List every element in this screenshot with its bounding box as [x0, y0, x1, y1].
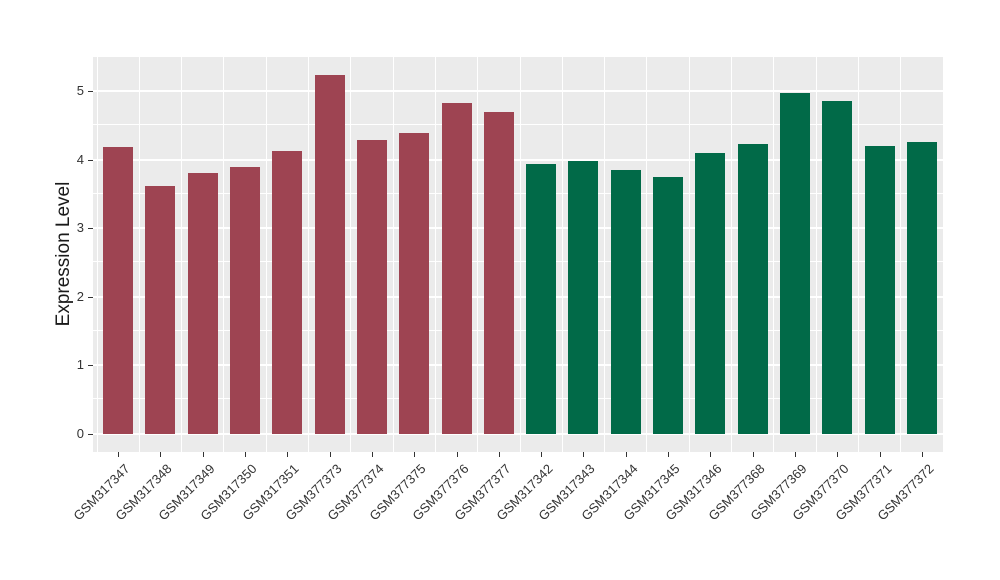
bar — [187, 173, 218, 434]
bar — [441, 103, 472, 434]
vertical-gridline — [604, 57, 606, 452]
bar — [779, 93, 810, 434]
y-tick-mark — [88, 365, 93, 366]
x-tick-mark — [752, 452, 754, 457]
x-tick-mark — [668, 452, 670, 457]
x-tick-mark — [879, 452, 881, 457]
vertical-gridline — [392, 57, 394, 452]
bar — [864, 145, 895, 434]
x-tick-mark — [160, 452, 162, 457]
x-tick-mark — [456, 452, 458, 457]
x-tick-mark — [541, 452, 543, 457]
vertical-gridline — [519, 57, 521, 452]
bar — [483, 111, 514, 434]
x-tick-mark — [498, 452, 500, 457]
bar — [399, 133, 430, 434]
plot-panel — [93, 57, 943, 452]
y-tick-label: 3 — [76, 220, 84, 235]
vertical-gridline — [308, 57, 309, 452]
vertical-gridline — [138, 57, 140, 452]
x-tick-mark — [371, 452, 373, 457]
minor-gridline — [93, 261, 943, 263]
x-tick-mark — [583, 452, 585, 457]
bar — [272, 150, 303, 434]
vertical-gridline — [561, 57, 563, 452]
major-gridline — [93, 227, 943, 229]
x-tick-mark — [794, 452, 796, 457]
x-tick-mark — [837, 452, 839, 457]
bar — [526, 164, 557, 434]
vertical-gridline — [688, 57, 690, 452]
vertical-gridline — [857, 57, 859, 452]
y-tick-mark — [88, 296, 93, 298]
bar — [695, 152, 726, 434]
vertical-gridline — [646, 57, 648, 452]
bar — [906, 142, 937, 434]
bar — [568, 160, 599, 434]
bar — [356, 139, 387, 434]
vertical-gridline — [350, 57, 352, 452]
vertical-gridline — [265, 57, 267, 452]
y-tick-label: 5 — [76, 83, 84, 98]
major-gridline — [93, 432, 943, 435]
x-tick-mark — [921, 452, 923, 457]
y-tick-label: 4 — [76, 151, 84, 167]
x-tick-mark — [414, 452, 416, 457]
minor-gridline — [93, 329, 943, 331]
x-tick-mark — [202, 452, 204, 457]
vertical-gridline — [942, 57, 943, 452]
minor-gridline — [93, 124, 943, 126]
vertical-gridline — [96, 57, 98, 452]
bar — [103, 146, 134, 434]
vertical-gridline — [773, 57, 775, 452]
minor-gridline — [93, 398, 943, 400]
bar — [610, 170, 641, 434]
vertical-gridline — [900, 57, 902, 452]
bar — [822, 101, 853, 434]
major-gridline — [93, 364, 943, 366]
vertical-gridline — [181, 57, 183, 452]
y-tick-mark — [88, 433, 93, 435]
y-tick-label: 1 — [76, 357, 84, 372]
x-tick-mark — [625, 452, 627, 457]
bar — [653, 176, 684, 434]
vertical-gridline — [434, 57, 436, 452]
vertical-gridline — [477, 57, 479, 452]
y-tick-label: 0 — [76, 425, 84, 441]
x-tick-mark — [329, 452, 331, 457]
x-tick-mark — [118, 452, 120, 457]
major-gridline — [93, 158, 943, 161]
major-gridline — [93, 90, 943, 92]
y-tick-mark — [88, 159, 93, 161]
y-tick-mark — [88, 228, 93, 229]
vertical-gridline — [223, 57, 225, 452]
bar — [737, 144, 768, 434]
bar — [145, 185, 176, 434]
bar — [314, 74, 345, 434]
y-tick-label: 2 — [76, 288, 84, 304]
bar — [230, 167, 261, 434]
minor-gridline — [93, 192, 943, 194]
major-gridline — [93, 295, 943, 298]
y-tick-mark — [88, 91, 93, 92]
vertical-gridline — [731, 57, 732, 452]
x-tick-mark — [245, 452, 247, 457]
y-axis-title: Expression Level — [53, 181, 74, 327]
x-tick-mark — [710, 452, 712, 457]
x-tick-mark — [287, 452, 289, 457]
vertical-gridline — [815, 57, 817, 452]
